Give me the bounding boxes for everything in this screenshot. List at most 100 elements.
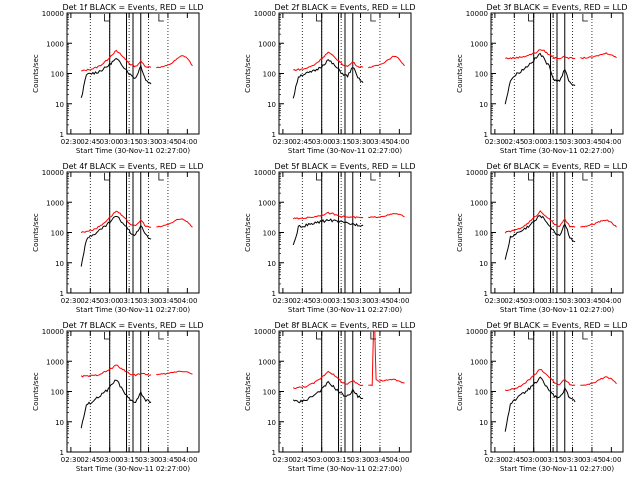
attenuator-marker [528,173,534,181]
y-tick-label: 100 [263,389,276,397]
y-tick-label: 1 [272,131,276,139]
y-tick-label: 100 [51,71,64,79]
y-axis-label: Counts/sec [32,372,40,411]
x-axis-label: Start Time (30-Nov-11 02:27:00) [76,306,190,314]
x-tick-label: 03:45 [370,297,390,305]
x-tick-label: 02:30 [61,456,81,464]
y-tick-label: 10 [479,419,488,427]
panel-title: Det 6f BLACK = Events, RED = LLD [486,162,627,171]
x-tick-label: 02:45 [504,456,524,464]
y-tick-label: 1 [484,449,488,457]
x-tick-label: 03:00 [312,138,332,146]
x-tick-label: 02:30 [273,297,293,305]
y-tick-label: 1 [272,290,276,298]
x-tick-label: 03:00 [524,456,544,464]
attenuator-marker [104,173,110,181]
panel-title: Det 5f BLACK = Events, RED = LLD [274,162,415,171]
x-axis-label: Start Time (30-Nov-11 02:27:00) [76,465,190,473]
x-tick-label: 02:30 [485,456,505,464]
y-tick-label: 10 [267,419,276,427]
y-tick-label: 10000 [42,169,64,177]
detector-panel: Det 9f BLACK = Events, RED = LLD 1 10 100 10… [456,321,628,473]
panel-title: Det 4f BLACK = Events, RED = LLD [62,162,203,171]
x-tick-label: 03:30 [350,297,370,305]
x-tick-label: 03:45 [582,138,602,146]
x-tick-label: 03:15 [331,456,351,464]
events-series-line [504,376,576,432]
x-tick-label: 03:00 [100,297,120,305]
y-axis-label: Counts/sec [456,54,464,93]
x-tick-label: 03:30 [350,456,370,464]
lld-series-line-tail [368,330,405,387]
x-tick-label: 03:15 [543,297,563,305]
lld-series-line [505,49,576,60]
x-tick-label: 03:45 [158,138,178,146]
x-tick-label: 04:00 [177,297,197,305]
y-tick-label: 100 [263,230,276,238]
x-axis-label: Start Time (30-Nov-11 02:27:00) [288,465,402,473]
attenuator-marker [316,14,322,22]
x-tick-label: 02:30 [485,138,505,146]
x-tick-label: 03:45 [158,297,178,305]
x-tick-label: 03:00 [100,456,120,464]
y-tick-label: 10 [267,101,276,109]
x-tick-label: 03:45 [582,297,602,305]
y-tick-label: 1000 [258,40,276,48]
x-tick-label: 02:45 [504,138,524,146]
detector-panel: Det 7f BLACK = Events, RED = LLD 1 10 100 10… [32,321,204,473]
y-tick-label: 100 [475,389,488,397]
lld-series-line [81,49,152,72]
x-tick-label: 04:00 [601,456,621,464]
x-tick-label: 02:45 [504,297,524,305]
y-axis-label: Counts/sec [244,213,252,252]
detector-panel: Det 5f BLACK = Events, RED = LLD 1 10 100 10… [244,162,416,314]
lld-series-line-tail [368,55,405,69]
lld-series-line-tail [156,218,193,228]
x-tick-label: 02:30 [61,297,81,305]
lld-series-line [80,364,152,378]
lld-series-line-tail [368,213,405,219]
x-tick-label: 03:00 [524,138,544,146]
events-series-line [504,215,576,260]
x-tick-label: 03:00 [524,297,544,305]
x-tick-label: 02:45 [292,456,312,464]
panel-title: Det 3f BLACK = Events, RED = LLD [486,3,627,12]
y-tick-label: 10000 [466,328,488,336]
y-tick-label: 10 [55,419,64,427]
y-tick-label: 1 [60,290,64,298]
x-tick-label: 03:30 [562,138,582,146]
x-tick-label: 03:45 [370,138,390,146]
detector-panel: Det 4f BLACK = Events, RED = LLD 1 10 100 10… [32,162,204,314]
x-axis-label: Start Time (30-Nov-11 02:27:00) [500,147,614,155]
x-tick-label: 02:45 [292,138,312,146]
x-tick-label: 03:15 [119,138,139,146]
y-tick-label: 10 [267,260,276,268]
x-tick-label: 03:30 [562,297,582,305]
x-tick-label: 03:15 [543,456,563,464]
y-tick-label: 1000 [470,199,488,207]
attenuator-marker [158,332,164,340]
y-axis-label: Counts/sec [244,372,252,411]
events-series-line [292,59,364,99]
events-series-line [292,218,364,246]
x-tick-label: 02:45 [80,138,100,146]
x-tick-label: 02:30 [485,297,505,305]
y-tick-label: 100 [51,230,64,238]
x-axis-label: Start Time (30-Nov-11 02:27:00) [500,306,614,314]
y-tick-label: 10000 [42,328,64,336]
attenuator-marker [158,173,164,181]
x-tick-label: 02:45 [80,297,100,305]
x-tick-label: 02:30 [61,138,81,146]
x-tick-label: 03:15 [543,138,563,146]
x-tick-label: 04:00 [389,456,409,464]
events-series-line [80,379,152,429]
attenuator-marker [370,14,376,22]
lld-series-line [505,368,576,392]
y-tick-label: 10 [55,260,64,268]
lld-series-line [80,210,152,234]
y-tick-label: 100 [263,71,276,79]
x-tick-label: 03:00 [312,456,332,464]
x-tick-label: 03:45 [370,456,390,464]
events-series-line [504,52,576,105]
y-tick-label: 10000 [254,10,276,18]
